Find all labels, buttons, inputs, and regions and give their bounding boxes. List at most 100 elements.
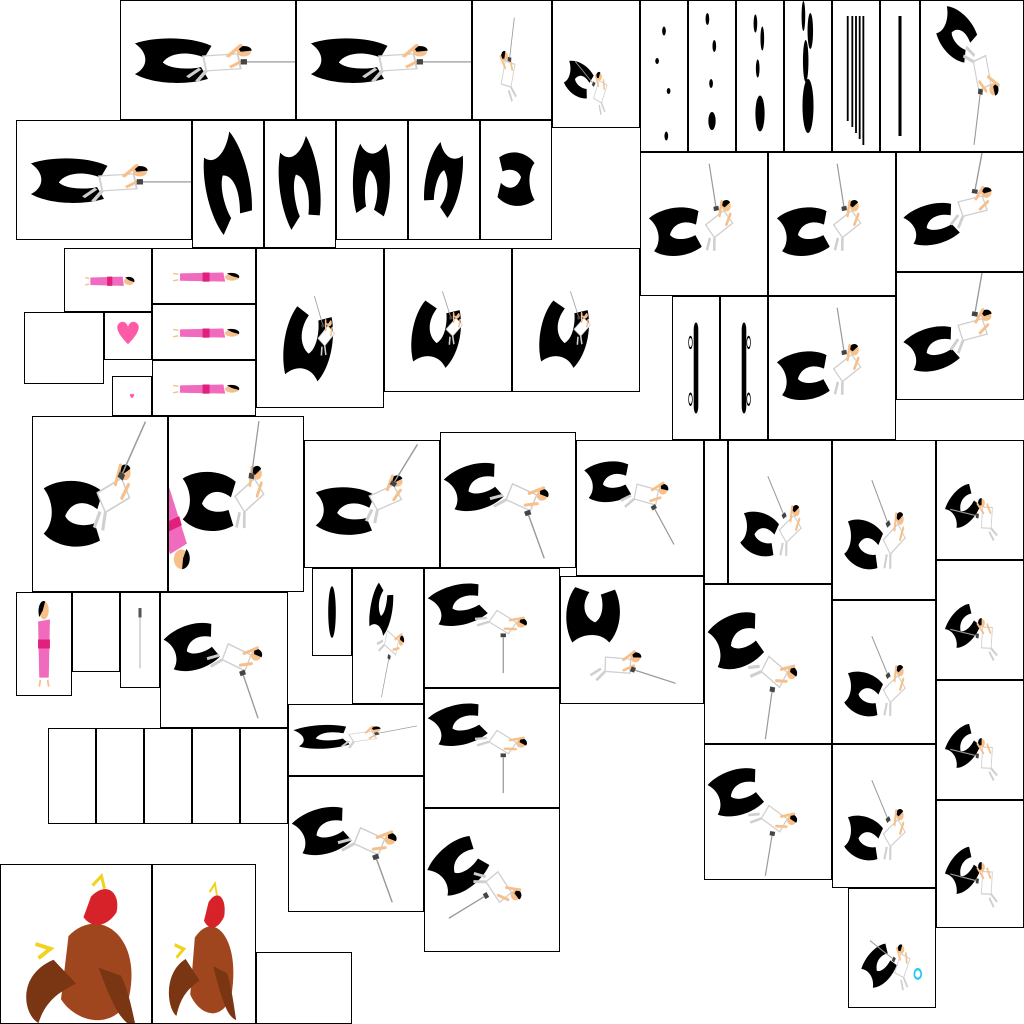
heart-icon	[117, 321, 139, 345]
cloak-shape	[903, 202, 960, 246]
cloak-shape	[182, 471, 236, 532]
fighter-body	[442, 291, 464, 345]
sprite-frame-cloak	[192, 120, 264, 248]
sprite-frame-ninja	[384, 248, 512, 392]
blood-drop	[662, 26, 666, 36]
cloak-shape	[945, 603, 981, 648]
sprite-frame-cloak	[480, 120, 552, 240]
fighter-body	[869, 940, 911, 991]
fighter-body	[574, 61, 608, 115]
ring-mark	[746, 392, 751, 406]
sprite-frame-ninja	[832, 600, 936, 744]
ninja-sprite	[283, 295, 336, 382]
pink-girl	[38, 601, 50, 688]
sprite-frame-ninja	[32, 416, 168, 592]
ninja-sprite	[648, 163, 734, 256]
phoenix-icon	[26, 872, 135, 1023]
sprite-frame-ninja	[16, 120, 192, 240]
ninja-sprite	[707, 612, 798, 740]
pink-girl	[169, 487, 190, 570]
sprite-frame-ninja	[704, 744, 832, 880]
cloak-shape	[903, 326, 960, 372]
cloak-shape	[443, 462, 504, 512]
fighter-body	[570, 291, 592, 345]
sprite-frame-oval	[312, 568, 352, 656]
sprite-frame-ninja	[512, 248, 640, 392]
fighter-body	[589, 650, 676, 684]
empty-sprite	[241, 729, 287, 823]
sprite-frame-girl	[152, 248, 256, 304]
cloak-shape	[707, 768, 765, 817]
sprite-frame-ninja	[296, 0, 472, 120]
blood-drop	[666, 88, 671, 94]
ninja-sprite	[443, 462, 549, 559]
fighter-body	[474, 729, 527, 794]
ring-mark	[688, 392, 693, 406]
cloak-shape	[411, 300, 461, 368]
bar-sprite	[741, 322, 751, 414]
sprite-frame-ninja	[440, 432, 576, 568]
fighter-body	[832, 163, 862, 251]
ninja-sprite	[861, 940, 923, 991]
heart-icon	[129, 393, 135, 399]
sprite-frame-ninja	[704, 584, 832, 744]
sprite-frame-ninja	[640, 152, 768, 296]
sprite-frame-girl	[152, 304, 256, 360]
sprite-frame-empty	[96, 728, 144, 824]
girl-sprite	[172, 328, 240, 338]
sprite-frame-ninja	[832, 440, 936, 600]
fighter-body	[704, 163, 734, 251]
blood-streak	[858, 16, 861, 139]
empty-sprite	[257, 953, 351, 1023]
sprite-frame-ninja	[896, 152, 1024, 272]
bar-sprite	[688, 322, 699, 414]
sprite-frame-ninja	[168, 416, 304, 592]
fighter-body	[871, 479, 906, 569]
sprite-frame-ninja	[832, 744, 936, 888]
fighter-body	[832, 307, 862, 395]
shadow-oval	[328, 586, 336, 638]
sprite-frame-ninja	[936, 440, 1024, 560]
empty-sprite	[705, 441, 727, 583]
blood-streak	[898, 16, 902, 136]
sword-sprite	[138, 608, 142, 669]
cloak-shape	[163, 622, 221, 672]
fighter-body	[340, 725, 418, 749]
sprite-frame-ninja	[352, 568, 424, 704]
cloak-shape	[844, 815, 883, 861]
fighter-body	[337, 826, 397, 903]
ninja-sprite	[427, 583, 527, 674]
cloak-shape	[427, 703, 488, 746]
cloak-sprite	[424, 141, 463, 219]
sprite-frame-ninja	[848, 888, 936, 1008]
blood-drop	[712, 40, 717, 52]
cloak-shape	[43, 480, 103, 547]
girl-sprite	[172, 272, 240, 282]
ninja-sprite	[936, 6, 1000, 146]
fighter-body	[871, 635, 906, 716]
cloak-shape	[427, 583, 488, 626]
fighter-body	[186, 44, 295, 83]
fighter-body	[962, 45, 1000, 146]
ring-mark	[688, 335, 693, 350]
sprite-frame-bar	[672, 296, 720, 440]
blood-drop	[753, 14, 758, 33]
blood-drop	[760, 26, 765, 51]
fighter-body	[950, 738, 998, 782]
pink-girl	[172, 384, 240, 394]
sprite-frame-ninja	[728, 440, 832, 584]
ninja-sprite	[584, 461, 675, 545]
blood-drop	[802, 40, 809, 82]
cloak-shape	[844, 519, 883, 570]
empty-sprite	[25, 313, 103, 383]
fighter-body	[314, 295, 336, 356]
ninja-sprite	[315, 444, 419, 535]
sprite-frame-phoenix	[0, 864, 152, 1024]
ninja-sprite	[945, 483, 998, 542]
ninja-sprite	[844, 479, 906, 570]
pink-girl	[84, 276, 135, 286]
cloak-sprite	[278, 135, 321, 230]
sprite-frame-drip	[880, 0, 920, 152]
cloak-shape	[936, 6, 978, 63]
cloak-shape	[315, 487, 375, 535]
